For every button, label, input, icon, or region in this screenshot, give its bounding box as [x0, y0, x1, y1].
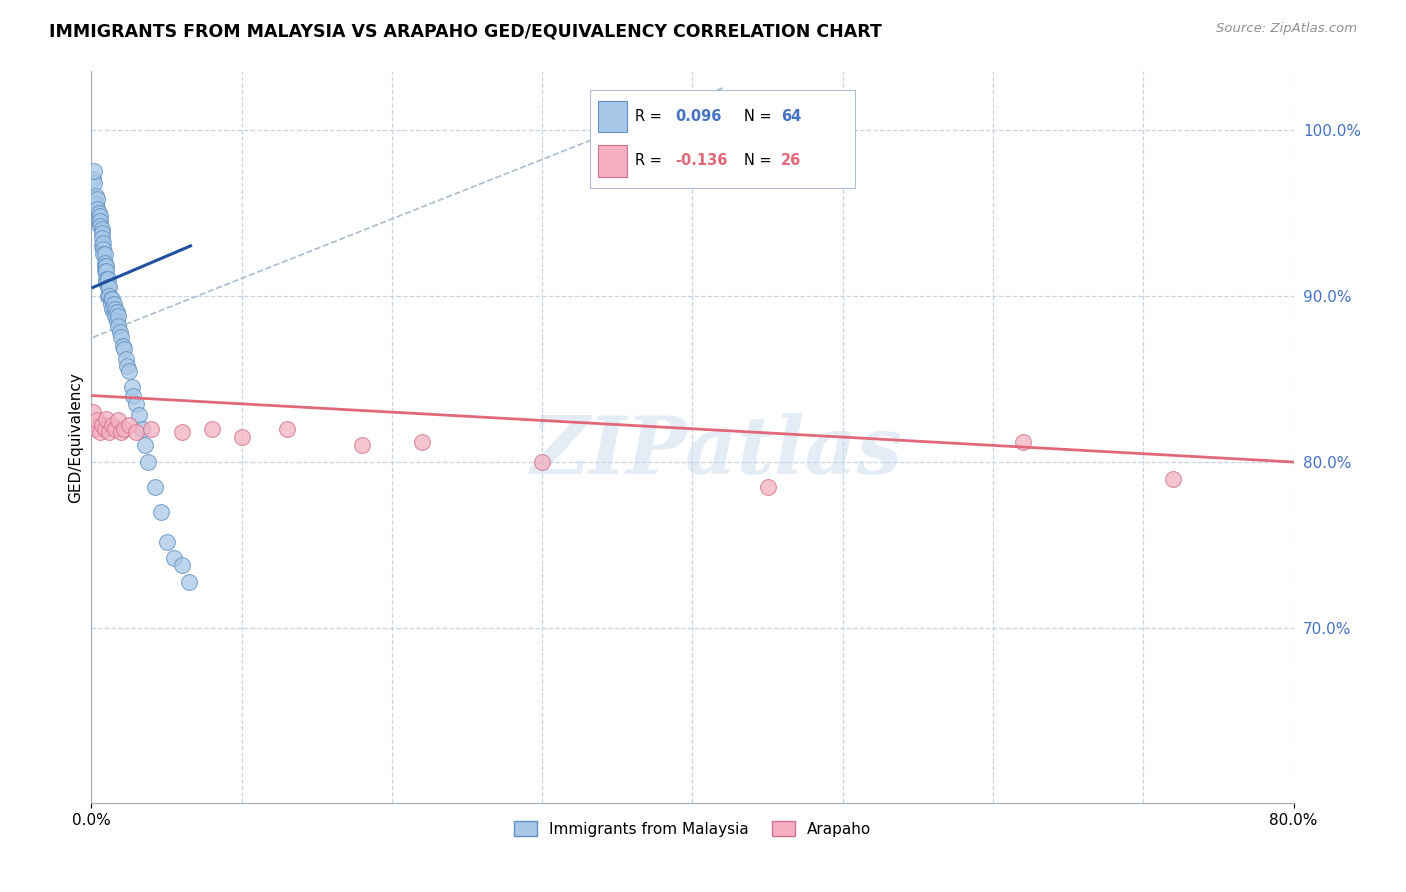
Point [107, 318, 129, 333]
Point [138, 455, 160, 469]
Point [114, 422, 136, 436]
Point [110, 330, 132, 344]
Point [87, 214, 110, 228]
Point [101, 301, 124, 316]
Point [96, 276, 118, 290]
Point [90, 222, 112, 236]
Point [86, 413, 108, 427]
Point [118, 418, 141, 433]
Point [103, 305, 125, 319]
Point [104, 422, 127, 436]
Point [108, 326, 131, 340]
Point [83, 176, 105, 190]
Point [89, 214, 111, 228]
Point [177, 574, 200, 589]
Point [117, 359, 139, 373]
Point [121, 380, 143, 394]
Text: Source: ZipAtlas.com: Source: ZipAtlas.com [1216, 22, 1357, 36]
Point [83, 164, 105, 178]
Point [96, 259, 118, 273]
Point [93, 247, 115, 261]
Point [86, 202, 108, 217]
Point [89, 209, 111, 223]
Point [98, 425, 121, 439]
Point [105, 305, 128, 319]
Point [89, 425, 111, 439]
Point [128, 409, 150, 423]
Point [82, 172, 104, 186]
Point [114, 342, 136, 356]
Point [125, 397, 148, 411]
Point [101, 292, 124, 306]
Point [90, 230, 112, 244]
Text: IMMIGRANTS FROM MALAYSIA VS ARAPAHO GED/EQUIVALENCY CORRELATION CHART: IMMIGRANTS FROM MALAYSIA VS ARAPAHO GED/… [49, 22, 882, 40]
Legend: Immigrants from Malaysia, Arapaho: Immigrants from Malaysia, Arapaho [508, 814, 877, 843]
Point [118, 363, 141, 377]
Point [82, 405, 104, 419]
Point [149, 505, 172, 519]
Point [122, 388, 145, 402]
Point [89, 219, 111, 233]
Point [84, 189, 107, 203]
Point [94, 422, 117, 436]
Point [115, 351, 138, 366]
Point [86, 192, 108, 206]
Point [531, 455, 554, 469]
Point [96, 412, 118, 426]
Point [98, 280, 121, 294]
Point [170, 558, 193, 573]
Point [90, 226, 112, 240]
Point [1012, 435, 1035, 450]
Point [96, 264, 118, 278]
Point [94, 264, 117, 278]
Point [97, 280, 120, 294]
Point [100, 297, 122, 311]
Point [163, 551, 186, 566]
Point [141, 422, 163, 436]
Point [143, 480, 166, 494]
Point [104, 301, 127, 316]
Y-axis label: GED/Equivalency: GED/Equivalency [67, 372, 83, 502]
Point [84, 197, 107, 211]
Point [94, 247, 117, 261]
Point [94, 255, 117, 269]
Point [84, 422, 107, 436]
Point [350, 438, 373, 452]
Point [97, 289, 120, 303]
Point [756, 480, 779, 494]
Point [98, 289, 121, 303]
Point [131, 422, 153, 436]
Point [100, 292, 122, 306]
Point [155, 534, 177, 549]
Point [97, 272, 120, 286]
Point [411, 435, 433, 450]
Point [276, 422, 298, 436]
Point [1161, 472, 1184, 486]
Point [134, 438, 156, 452]
Point [107, 309, 129, 323]
Text: ZIPatlas: ZIPatlas [530, 413, 903, 491]
Point [111, 338, 134, 352]
Point [110, 425, 132, 439]
Point [101, 418, 124, 433]
Point [231, 430, 253, 444]
Point [103, 297, 125, 311]
Point [90, 418, 112, 433]
Point [125, 425, 148, 439]
Point [93, 235, 115, 250]
Point [87, 205, 110, 219]
Point [170, 425, 193, 439]
Point [90, 239, 112, 253]
Point [93, 242, 115, 256]
Point [94, 259, 117, 273]
Point [107, 413, 129, 427]
Point [201, 422, 224, 436]
Point [105, 314, 128, 328]
Point [104, 309, 127, 323]
Point [96, 272, 118, 286]
